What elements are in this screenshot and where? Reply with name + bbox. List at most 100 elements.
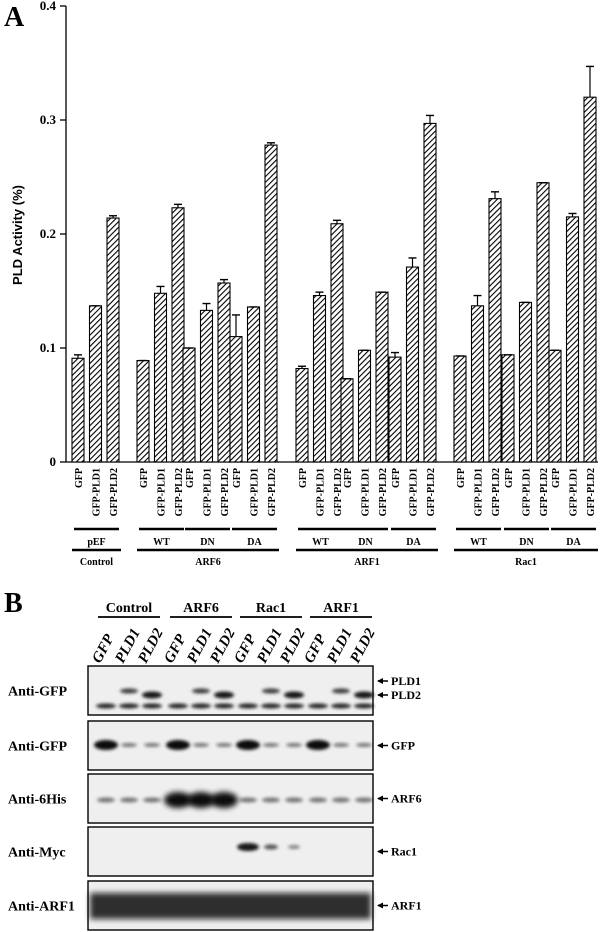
bar-gfp-pld1	[199, 309, 214, 463]
band	[332, 797, 350, 803]
y-tick-label: 0.3	[40, 112, 57, 127]
band	[333, 743, 349, 747]
group-label-arf6: ARF6	[195, 557, 221, 568]
y-tick-label: 0.2	[40, 226, 56, 241]
band	[120, 797, 138, 803]
band	[355, 797, 373, 803]
band	[192, 688, 210, 694]
blot-membrane	[87, 826, 374, 877]
band	[288, 845, 300, 849]
band	[166, 740, 190, 750]
x-tick-label: GFP-PLD2	[267, 468, 278, 516]
x-tick-label: GFP-PLD1	[522, 468, 533, 516]
bar-gfp-pld2	[583, 96, 597, 463]
subgroup-label: WT	[312, 537, 329, 548]
arrow-head-icon	[377, 678, 383, 684]
band	[97, 797, 115, 803]
band	[191, 703, 211, 709]
band	[264, 844, 278, 850]
band	[90, 893, 371, 919]
band	[284, 691, 304, 699]
bar-gfp-pld2	[488, 198, 502, 463]
x-tick-label: GFP	[456, 468, 467, 488]
bar-gfp-pld1	[88, 305, 103, 463]
bar-gfp-pld2	[375, 291, 389, 463]
band	[356, 743, 372, 747]
blot-bands	[97, 792, 373, 808]
band	[286, 743, 302, 747]
blot-group-rac1: Rac1	[256, 601, 286, 616]
blot-arrows: ARF1	[377, 899, 422, 913]
bar-gfp	[388, 356, 402, 463]
blot-group-arf6: ARF6	[183, 601, 219, 616]
group-label-rac1: Rac1	[515, 557, 537, 568]
bar-gfp	[501, 354, 515, 463]
group-label-arf1: ARF1	[354, 557, 380, 568]
bar-gfp	[453, 355, 467, 463]
blot-row-label: Anti-GFP	[8, 685, 68, 700]
subgroup-label: DA	[566, 537, 581, 548]
x-tick-label: GFP	[343, 468, 354, 488]
band	[142, 691, 162, 699]
band	[309, 797, 327, 803]
x-tick-label: GFP-PLD2	[426, 468, 437, 516]
arrow-label: PLD2	[391, 688, 421, 702]
subgroup-label: DN	[358, 537, 373, 548]
x-tick-label: GFP-PLD2	[378, 468, 389, 516]
y-tick-label: 0.1	[40, 340, 56, 355]
panel-b-label: B	[4, 588, 23, 619]
arrow-head-icon	[377, 902, 383, 909]
group-label-control: Control	[80, 557, 113, 568]
bar-gfp-pld2	[536, 182, 550, 463]
x-tick-label: GFP-PLD1	[569, 468, 580, 516]
blot-group-control: Control	[106, 601, 153, 616]
bar-gfp	[182, 347, 196, 463]
x-tick-label: GFP-PLD2	[539, 468, 550, 516]
band	[308, 703, 328, 709]
band	[168, 703, 188, 709]
bar-gfp-pld1	[518, 301, 533, 463]
arrow-label: Rac1	[391, 845, 417, 859]
x-tick-label: GFP	[504, 468, 515, 488]
band	[164, 792, 192, 808]
bar-gfp	[340, 378, 354, 463]
band	[354, 691, 374, 699]
blot-arrows: ARF6	[377, 792, 422, 806]
x-tick-label: GFP-PLD1	[250, 468, 261, 516]
band	[216, 743, 232, 747]
bar-gfp-pld1	[357, 349, 372, 463]
arrow-label: GFP	[391, 739, 415, 753]
bar-gfp-pld2	[423, 122, 437, 463]
bar-gfp	[71, 357, 85, 463]
band	[236, 740, 260, 750]
subgroup-label: WT	[153, 537, 170, 548]
bar-gfp-pld2	[264, 144, 278, 463]
band	[142, 703, 162, 709]
y-tick-label: 0	[50, 454, 57, 469]
lane-label: GFP	[161, 631, 190, 666]
blot-row-label: Anti-Myc	[8, 846, 66, 861]
band	[262, 797, 280, 803]
blot-bands	[94, 740, 372, 750]
x-tick-label: GFP-PLD1	[361, 468, 372, 516]
band	[210, 792, 238, 808]
x-tick-label: GFP-PLD2	[333, 468, 344, 516]
arrow-head-icon	[377, 742, 383, 749]
bar-gfp-pld2	[171, 207, 185, 463]
arrow-head-icon	[377, 795, 383, 802]
blot-group-arf1: ARF1	[323, 601, 359, 616]
band	[331, 703, 351, 709]
band	[94, 740, 118, 750]
arrow-head-icon	[377, 692, 383, 698]
band	[238, 703, 258, 709]
band	[193, 743, 209, 747]
band	[119, 703, 139, 709]
x-tick-label: GFP-PLD1	[92, 468, 103, 516]
arrow-head-icon	[377, 848, 383, 855]
blot-bands	[96, 688, 374, 709]
arrow-label: PLD1	[391, 674, 421, 688]
lane-label: GFP	[89, 631, 118, 666]
